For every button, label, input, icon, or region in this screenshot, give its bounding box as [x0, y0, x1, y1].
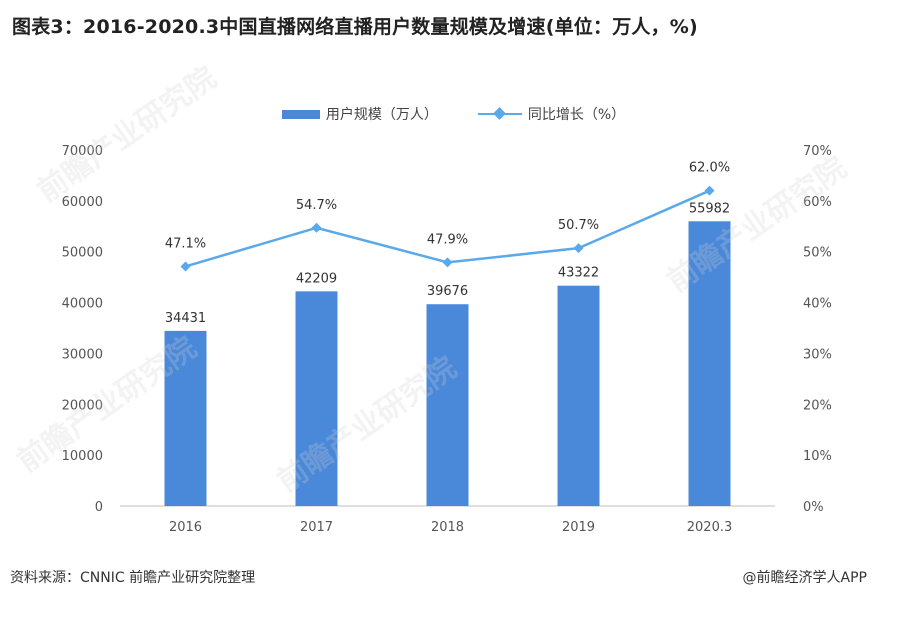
growth-point — [573, 243, 584, 254]
legend-line-label: 同比增长（%） — [527, 107, 626, 123]
x-tick-label: 2017 — [300, 520, 333, 535]
bar — [426, 304, 469, 506]
growth-point — [180, 261, 191, 272]
y-right-tick-label: 0% — [803, 500, 824, 515]
growth-point — [311, 222, 322, 233]
y-right-tick-label: 70% — [803, 144, 832, 159]
legend-line-swatch — [477, 108, 522, 120]
bar — [295, 291, 338, 506]
bar-value-label: 55982 — [689, 201, 730, 216]
growth-line — [185, 189, 711, 268]
chart-legend: 用户规模（万人） 同比增长（%） — [0, 104, 907, 124]
credit-note: @前瞻经济学人APP — [742, 570, 867, 586]
chart-title: 图表3：2016-2020.3中国直播网络直播用户数量规模及增速(单位：万人，%… — [12, 16, 698, 38]
legend-bar-label: 用户规模（万人） — [325, 107, 438, 123]
y-left-tick-label: 10000 — [62, 449, 103, 464]
y-left-tick-label: 40000 — [62, 297, 103, 312]
bar-value-label: 42209 — [296, 271, 337, 286]
x-tick-label: 2016 — [169, 520, 202, 535]
growth-value-label: 62.0% — [689, 161, 730, 176]
bar — [164, 330, 207, 506]
y-left-tick-label: 30000 — [62, 347, 103, 362]
bar-value-label: 39676 — [427, 284, 468, 299]
legend-bar-swatch — [281, 109, 320, 119]
bar — [688, 221, 731, 506]
y-right-tick-label: 30% — [803, 347, 832, 362]
y-right-tick-label: 10% — [803, 449, 832, 464]
y-right-tick-label: 40% — [803, 297, 832, 312]
source-note: 资料来源：CNNIC 前瞻产业研究院整理 — [10, 570, 256, 586]
growth-point — [704, 185, 715, 196]
bar-value-label: 43322 — [558, 266, 599, 281]
y-left-tick-label: 60000 — [62, 195, 103, 210]
legend-item-line: 同比增长（%） — [477, 104, 626, 124]
bar — [557, 285, 600, 506]
y-left-tick-label: 0 — [95, 500, 103, 515]
growth-value-label: 47.9% — [427, 232, 468, 247]
y-right-tick-label: 20% — [803, 398, 832, 413]
y-left-tick-label: 20000 — [62, 398, 103, 413]
y-right-tick-label: 60% — [803, 195, 832, 210]
legend-item-bar: 用户规模（万人） — [281, 104, 438, 124]
y-left-tick-label: 70000 — [62, 144, 103, 159]
growth-value-label: 54.7% — [296, 198, 337, 213]
bar-value-label: 34431 — [165, 311, 206, 326]
y-left-tick-label: 50000 — [62, 246, 103, 261]
x-tick-label: 2018 — [431, 520, 464, 535]
x-tick-label: 2019 — [562, 520, 595, 535]
growth-point — [442, 257, 453, 268]
growth-value-label: 50.7% — [558, 218, 599, 233]
x-tick-label: 2020.3 — [687, 520, 733, 535]
growth-value-label: 47.1% — [165, 236, 206, 251]
y-right-tick-label: 50% — [803, 246, 832, 261]
